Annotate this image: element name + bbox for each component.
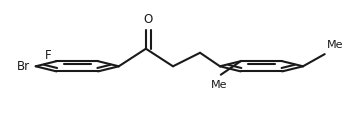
- Text: Me: Me: [327, 40, 343, 50]
- Text: Me: Me: [211, 80, 227, 90]
- Text: F: F: [44, 49, 51, 62]
- Text: Br: Br: [17, 60, 30, 73]
- Text: O: O: [144, 13, 153, 26]
